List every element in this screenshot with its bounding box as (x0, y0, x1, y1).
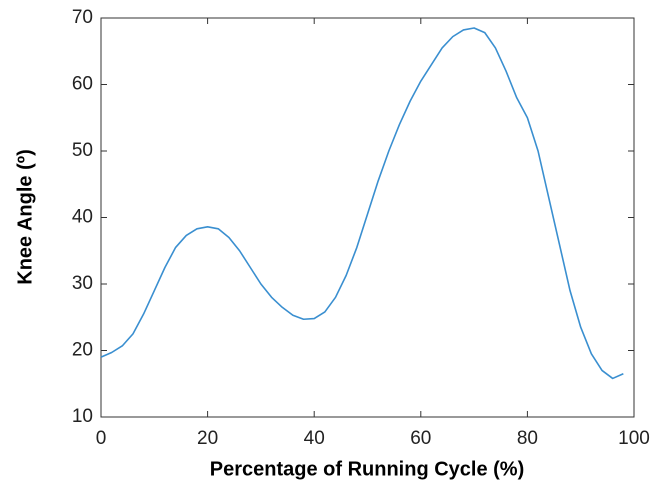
y-tick-label: 20 (72, 340, 93, 361)
y-tick-label: 30 (72, 273, 93, 294)
x-tick-label: 60 (410, 428, 431, 449)
x-tick-label: 0 (96, 428, 107, 449)
x-axis-label: Percentage of Running Cycle (%) (210, 458, 525, 480)
data-line (100, 27, 624, 380)
y-tick-label: 50 (72, 140, 93, 161)
x-tick-label: 100 (618, 428, 650, 449)
y-tick-label: 70 (72, 7, 93, 28)
x-tick-label: 40 (304, 428, 325, 449)
x-tick-label: 80 (517, 428, 538, 449)
y-tick-label: 10 (72, 406, 93, 427)
y-tick-label: 40 (72, 207, 93, 228)
y-axis-label: Knee Angle (º) (14, 149, 36, 284)
x-tick-label: 20 (197, 428, 218, 449)
y-tick-label: 60 (72, 74, 93, 95)
